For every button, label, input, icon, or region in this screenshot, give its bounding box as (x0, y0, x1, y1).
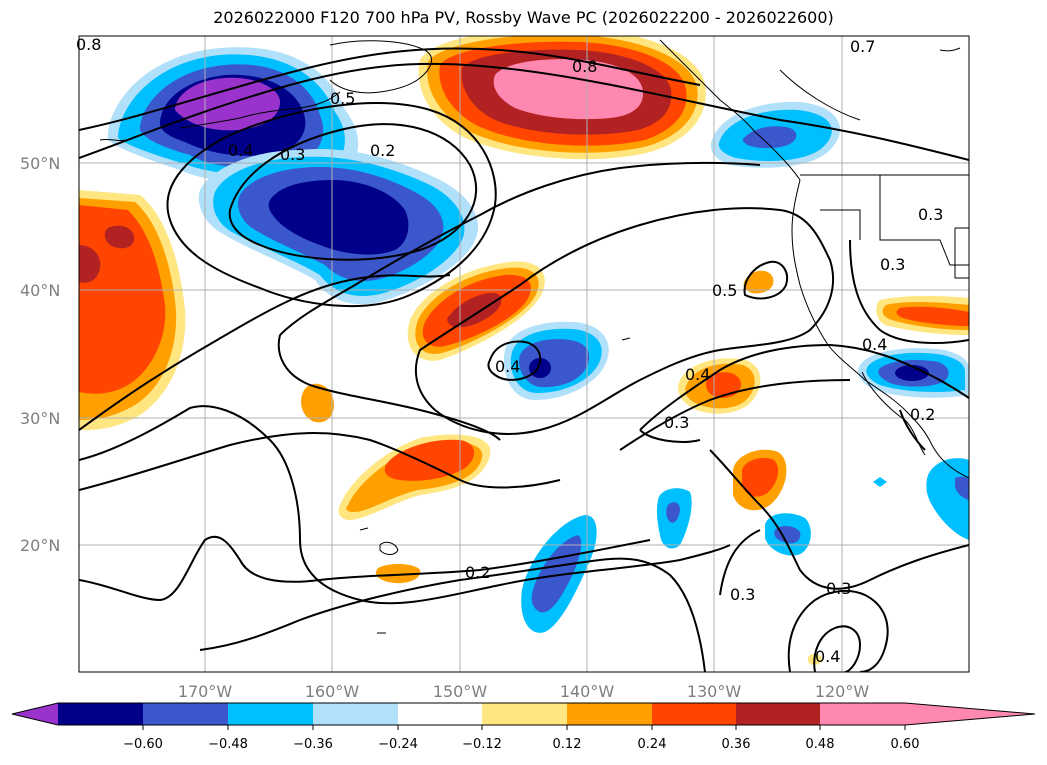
colorbar-bin (313, 703, 398, 725)
colorbar-bin (652, 703, 736, 725)
colorbar-bin (482, 703, 567, 725)
colorbar-tick-label: −0.48 (208, 737, 248, 752)
colorbar-tick-label: 0.24 (638, 737, 667, 752)
pv-contours (79, 47, 969, 672)
contour-label: 0.4 (815, 647, 840, 666)
positive-anomaly-west (79, 190, 186, 430)
longitude-labels: 170°W 160°W 150°W 140°W 130°W 120°W (178, 682, 870, 701)
positive-anomaly-east-a (678, 358, 761, 414)
colorbar-tick-label: −0.36 (293, 737, 333, 752)
colorbar-tick-label: 0.60 (891, 737, 920, 752)
contour-label: 0.4 (228, 141, 253, 160)
colorbar-bin (143, 703, 228, 725)
negative-anomaly-mid (503, 321, 609, 400)
contour-label: 0.3 (730, 585, 755, 604)
coastlines (99, 39, 969, 634)
colorbar-extend-high (905, 703, 1035, 725)
lon-label: 130°W (687, 682, 742, 701)
colorbar-bin (567, 703, 652, 725)
contour-label: 0.8 (76, 35, 101, 54)
negative-anomaly-central (198, 149, 479, 305)
contour-label: 0.3 (664, 413, 689, 432)
lat-label: 30°N (20, 409, 60, 428)
contour-label: 0.3 (918, 205, 943, 224)
negative-anomaly-aleutian (107, 47, 359, 184)
latitude-labels: 50°N 40°N 30°N 20°N (20, 154, 60, 555)
contour-label: 0.5 (330, 89, 355, 108)
colorbar-ticks (142, 725, 906, 730)
contour-label: 0.3 (280, 145, 305, 164)
contour-label: 0.5 (712, 281, 737, 300)
map-title: 2026022000 F120 700 hPa PV, Rossby Wave … (213, 8, 834, 27)
contour-label: 0.4 (862, 335, 887, 354)
colorbar-tick-label: −0.24 (378, 737, 418, 752)
lon-label: 170°W (178, 682, 233, 701)
negative-anomaly-socal (858, 348, 969, 398)
lat-label: 40°N (20, 281, 60, 300)
colorbar-tick-label: −0.60 (123, 737, 163, 752)
colorbar-bin (736, 703, 820, 725)
positive-anomaly-south (375, 564, 421, 584)
positive-anomaly-hawaii (338, 434, 491, 520)
colorbar-tick-label: 0.48 (806, 737, 835, 752)
positive-anomaly-coast (743, 270, 774, 294)
positive-anomaly-baja (876, 295, 969, 335)
colorbar-extend-low (12, 703, 58, 725)
contour-label: 0.2 (910, 405, 935, 424)
contour-labels: 0.8 0.7 0.8 0.5 0.4 0.3 0.2 0.3 0.3 0.5 … (76, 35, 943, 666)
map-frame (78, 35, 970, 673)
colorbar-tick-label: 0.36 (722, 737, 751, 752)
colorbar-bin (228, 703, 313, 725)
pv-shading (79, 36, 969, 665)
negative-anomaly-mexico (926, 458, 969, 540)
lon-label: 160°W (305, 682, 360, 701)
lon-label: 120°W (815, 682, 870, 701)
contour-label: 0.2 (370, 141, 395, 160)
positive-anomaly-gulf-alaska (418, 36, 706, 160)
colorbar: −0.60 −0.48 −0.36 −0.24 −0.12 0.12 0.24 … (11, 702, 1036, 752)
contour-label: 0.3 (880, 255, 905, 274)
lon-label: 150°W (433, 682, 488, 701)
negative-anomaly-pacific-nw (710, 101, 840, 168)
lat-label: 20°N (20, 536, 60, 555)
positive-anomaly-small (301, 383, 335, 423)
gridlines (79, 36, 969, 672)
contour-label: 0.7 (850, 37, 875, 56)
colorbar-bin (398, 703, 482, 725)
colorbar-bin (820, 703, 905, 725)
contour-label: 0.4 (685, 365, 710, 384)
colorbar-bin (58, 703, 143, 725)
contour-label: 0.2 (465, 563, 490, 582)
colorbar-outline (11, 702, 1036, 726)
colorbar-tick-label: 0.12 (553, 737, 582, 752)
contour-label: 0.8 (572, 57, 597, 76)
positive-anomaly-east-b (733, 449, 787, 511)
contour-label: 0.4 (495, 357, 520, 376)
negative-anomaly-south (521, 515, 597, 633)
negative-anomaly-small-a (656, 488, 692, 549)
negative-anomaly-tiny (873, 477, 887, 487)
colorbar-tick-label: −0.12 (462, 737, 502, 752)
contour-label: 0.3 (826, 579, 851, 598)
lat-label: 50°N (20, 154, 60, 173)
lon-label: 140°W (560, 682, 615, 701)
